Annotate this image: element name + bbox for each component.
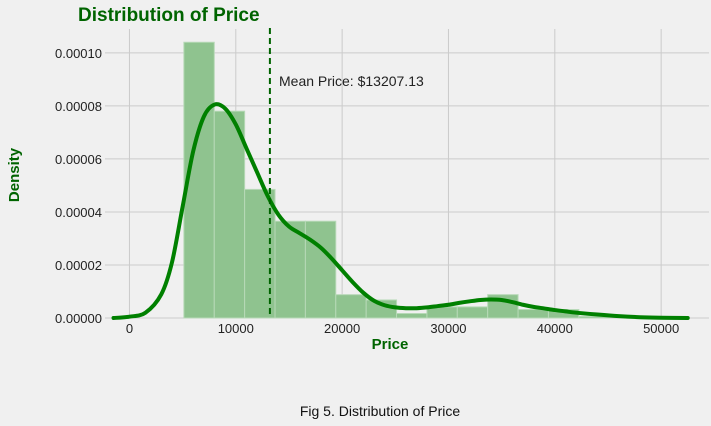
- histogram-bar: [396, 312, 428, 319]
- y-tick-label: 0.00006: [55, 152, 102, 167]
- x-tick-label: 0: [126, 321, 133, 336]
- x-tick-label: 30000: [430, 321, 466, 336]
- x-tick-label: 50000: [643, 321, 679, 336]
- histogram-bar: [517, 309, 549, 319]
- histogram-bar: [335, 294, 367, 319]
- y-tick-label: 0.00008: [55, 99, 102, 114]
- y-axis-label: Density: [6, 147, 23, 202]
- x-tick-label: 10000: [218, 321, 254, 336]
- y-tick-label: 0.00010: [55, 46, 102, 61]
- y-tick-label: 0.00000: [55, 311, 102, 326]
- y-tick-label: 0.00004: [55, 205, 102, 220]
- histogram-bar: [274, 220, 306, 319]
- mean-annotation: Mean Price: $13207.13: [279, 73, 424, 89]
- histogram-bar: [213, 110, 246, 319]
- density-curve: [111, 102, 690, 320]
- histogram-bar: [456, 306, 489, 319]
- chart-title: Distribution of Price: [78, 5, 260, 26]
- x-axis-label: Price: [372, 336, 409, 353]
- figure-caption: Fig 5. Distribution of Price: [300, 403, 460, 419]
- x-tick-label: 40000: [537, 321, 573, 336]
- x-tick-label: 20000: [324, 321, 360, 336]
- y-tick-label: 0.00002: [55, 258, 102, 273]
- histogram-bar: [304, 220, 337, 319]
- kde-line: [111, 102, 690, 320]
- tick-labels: 0 10000 20000 30000 40000 50000 0.00000 0.00002…: [55, 46, 679, 336]
